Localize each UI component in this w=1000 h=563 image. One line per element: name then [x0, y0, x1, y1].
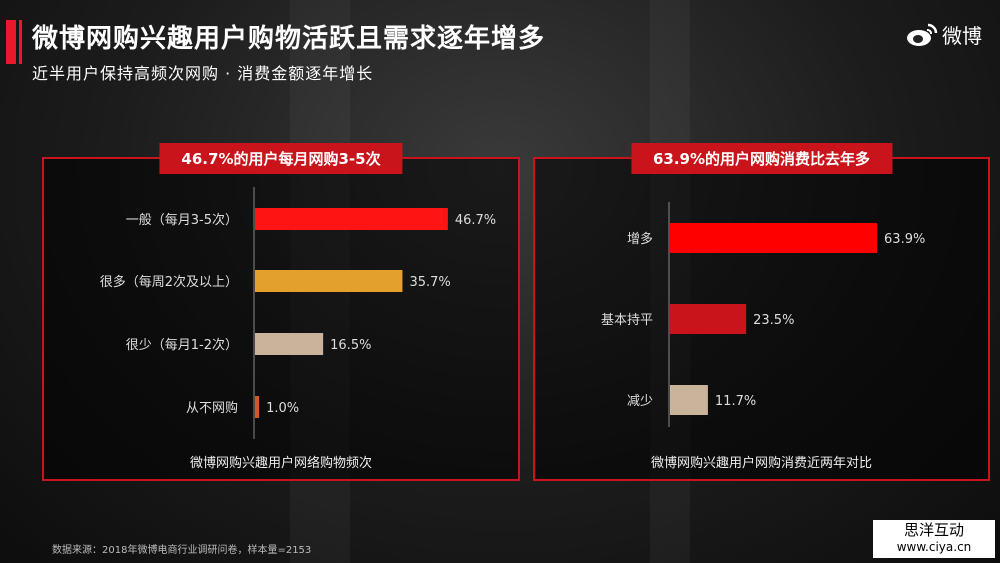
- title-accent-line: [19, 20, 22, 64]
- bar-0: [255, 208, 448, 230]
- category-label-1: 很多（每周2次及以上）: [100, 274, 238, 290]
- value-label-1: 35.7%: [409, 275, 450, 290]
- frequency-panel-title: 46.7%的用户每月网购3-5次: [159, 143, 403, 174]
- spending-panel: 63.9%的用户网购消费比去年多 增多 63.9% 基本持平 23.5% 减少 11.7%…: [533, 143, 990, 481]
- frequency-caption: 微博网购兴趣用户网络购物频次: [189, 456, 372, 471]
- page-title: 微博网购兴趣用户购物活跃且需求逐年增多: [32, 24, 546, 54]
- bar-1: [255, 270, 403, 292]
- category-label-0: 一般（每月3-5次）: [126, 212, 238, 228]
- logo-text: 微博: [942, 24, 982, 48]
- spending-chart: 增多 63.9% 基本持平 23.5% 减少 11.7%: [601, 202, 925, 427]
- weibo-eye-icon: [907, 23, 938, 46]
- data-source: 数据来源：2018年微博电商行业调研问卷，样本量=2153: [52, 545, 312, 556]
- bar-2: [255, 333, 324, 355]
- bar-2: [670, 385, 708, 415]
- value-label-2: 11.7%: [715, 394, 756, 409]
- bar-3: [255, 396, 260, 418]
- value-label-0: 46.7%: [455, 213, 496, 228]
- category-label-1: 基本持平: [601, 313, 653, 328]
- frequency-panel: 46.7%的用户每月网购3-5次 一般（每月3-5次） 46.7% 很多（每周2次及…: [42, 143, 520, 481]
- value-label-0: 63.9%: [884, 232, 925, 247]
- page-subtitle: 近半用户保持高频次网购 · 消费金额逐年增长: [32, 64, 374, 83]
- title-accent-bar: [6, 20, 16, 64]
- value-label-2: 16.5%: [330, 338, 371, 353]
- category-label-0: 增多: [627, 231, 653, 247]
- watermark-name: 思洋互动: [903, 521, 964, 539]
- watermark: 思洋互动 www.ciya.cn: [873, 520, 995, 558]
- bar-1: [670, 304, 747, 334]
- spending-panel-title: 63.9%的用户网购消费比去年多: [630, 143, 893, 174]
- frequency-chart: 一般（每月3-5次） 46.7% 很多（每周2次及以上） 35.7% 很少（每月1-2次…: [100, 187, 496, 439]
- spending-caption: 微博网购兴趣用户网购消费近两年对比: [650, 456, 872, 471]
- value-label-1: 23.5%: [753, 313, 794, 328]
- watermark-url: www.ciya.cn: [896, 540, 972, 554]
- weibo-logo: 微博: [906, 20, 982, 49]
- category-label-2: 很少（每月1-2次）: [126, 337, 238, 353]
- bar-0: [670, 223, 878, 253]
- category-label-3: 从不网购: [186, 400, 238, 416]
- category-label-2: 减少: [627, 394, 653, 409]
- value-label-3: 1.0%: [266, 401, 299, 416]
